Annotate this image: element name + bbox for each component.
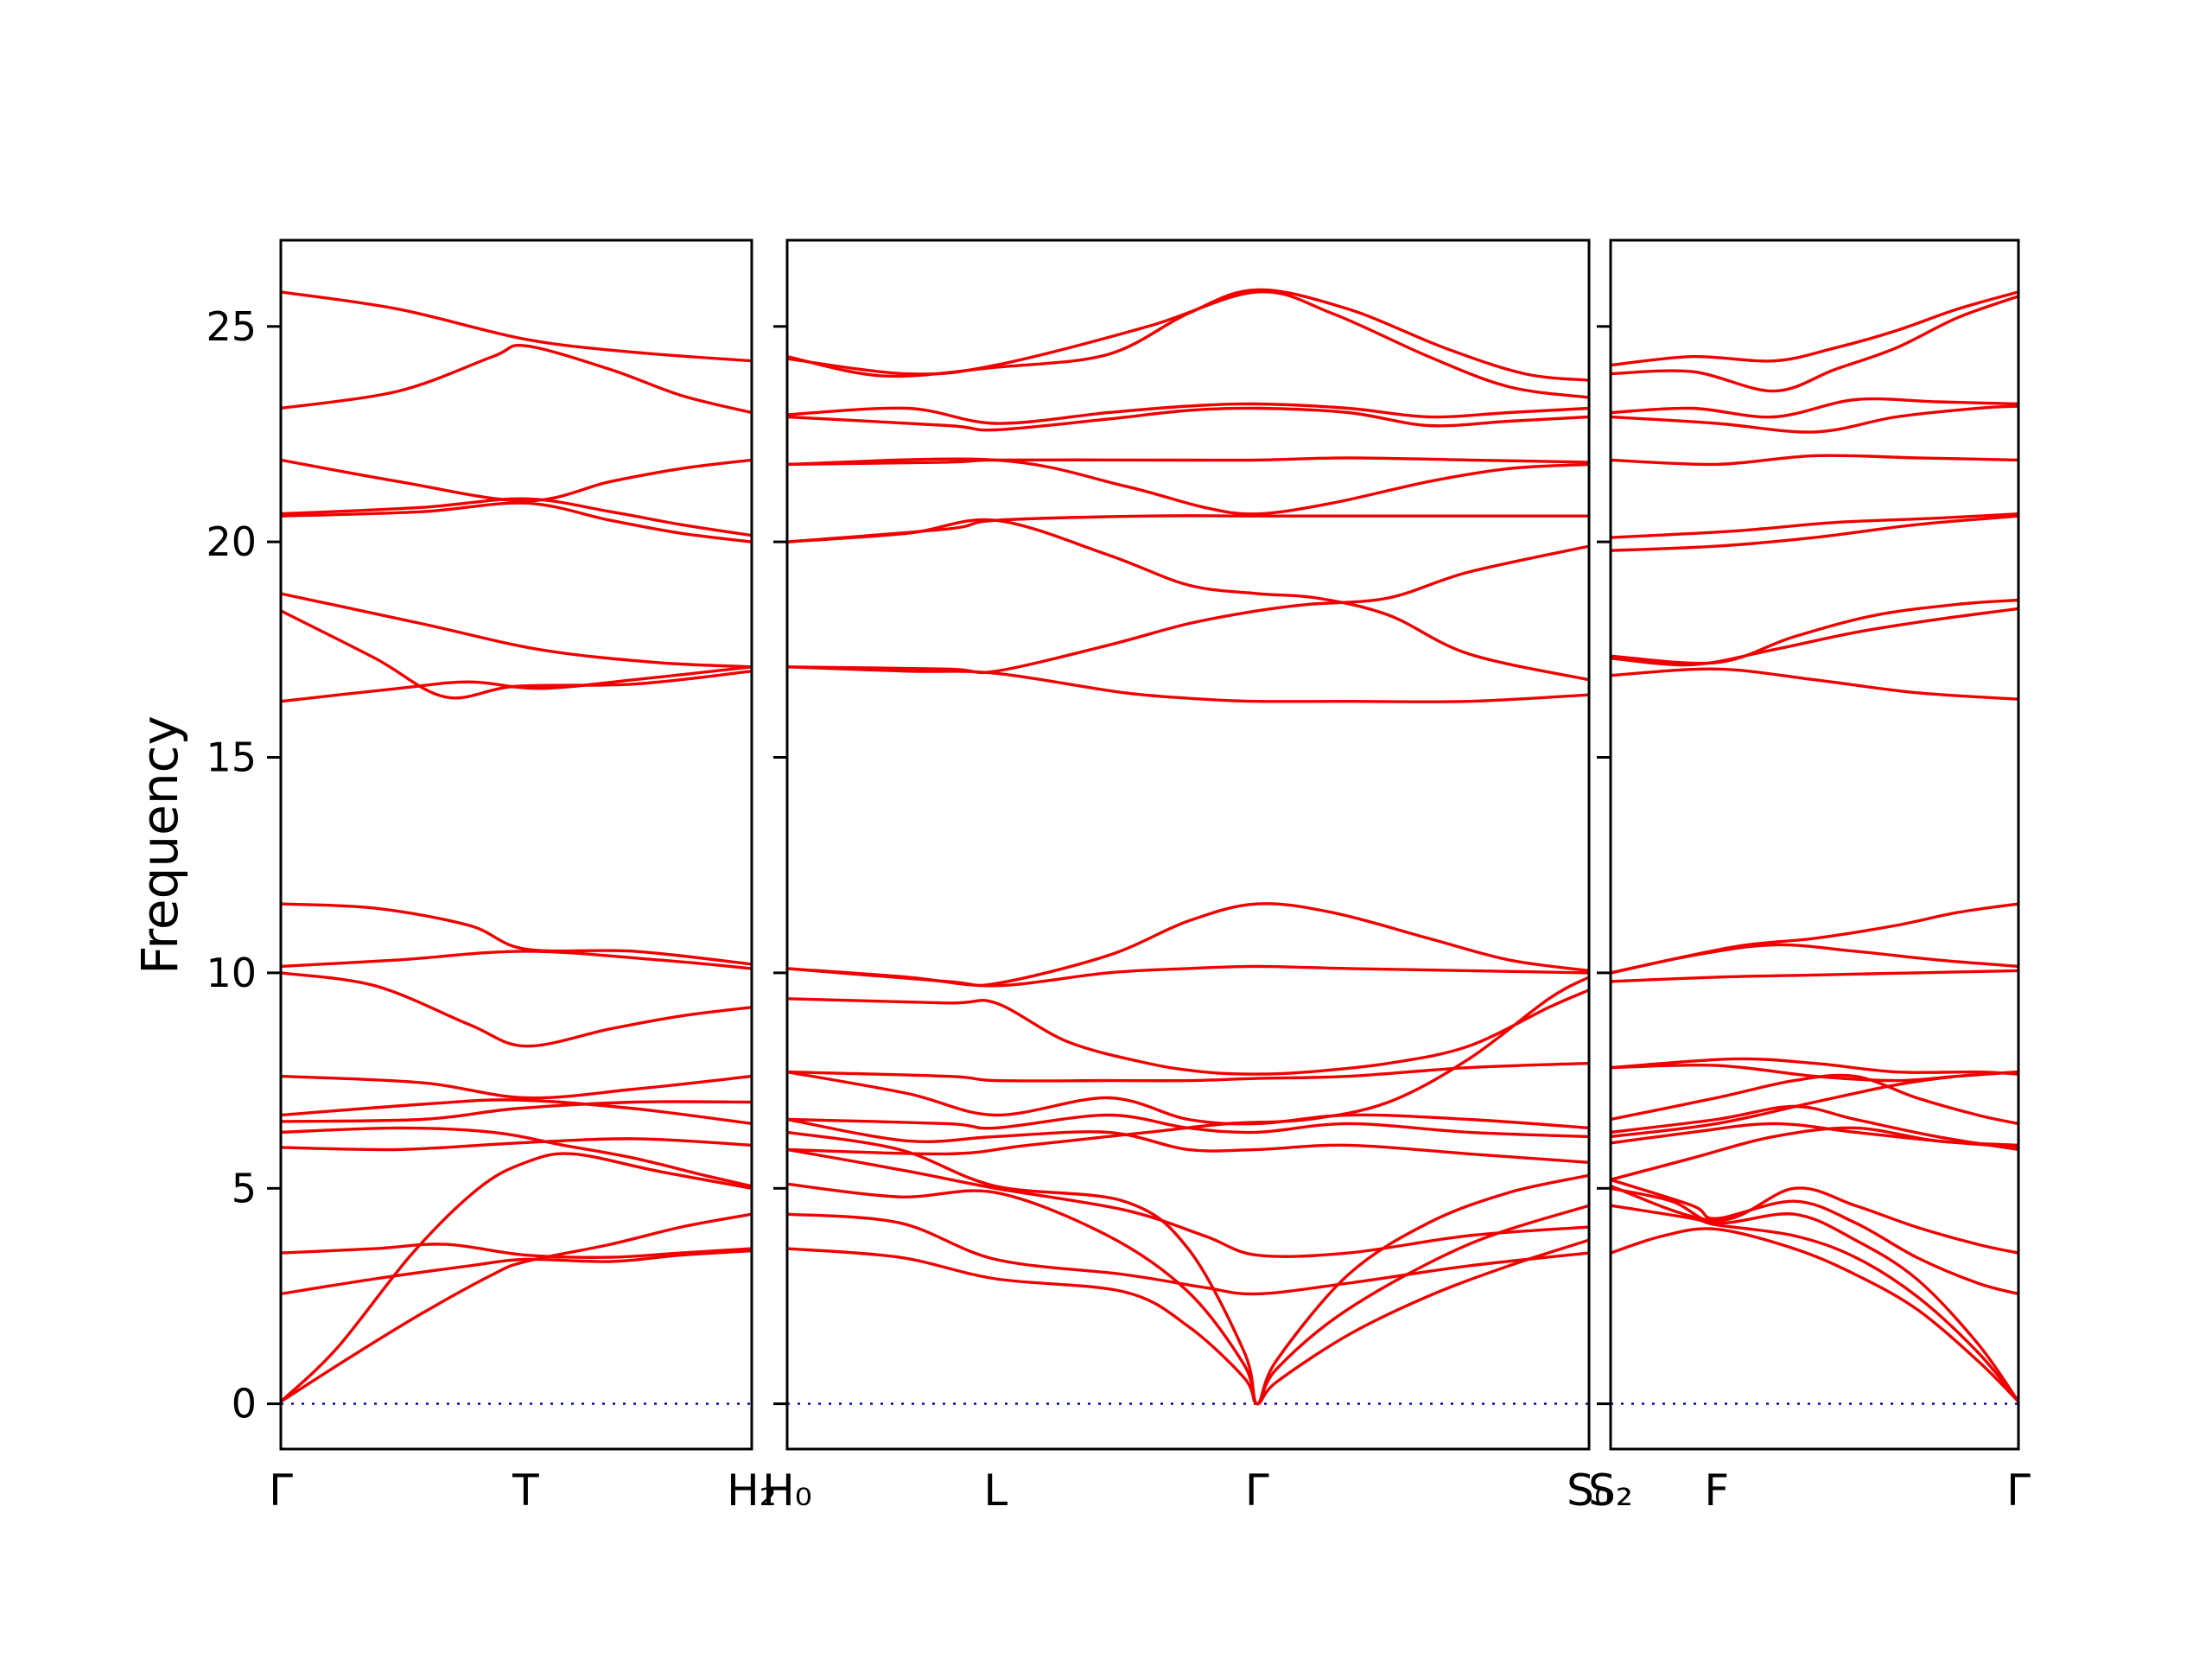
phonon-band — [1611, 667, 2018, 701]
phonon-band — [1611, 1070, 2018, 1139]
phonon-band — [281, 1152, 752, 1403]
x-tick-label: S₂ — [1588, 1465, 1633, 1516]
phonon-band — [1611, 598, 2018, 665]
x-tick-label: F — [1704, 1465, 1729, 1516]
panel-S2-F-Gamma — [1611, 290, 2018, 1405]
phonon-band — [787, 518, 1589, 682]
phonon-band — [787, 665, 1589, 703]
phonon-band — [1611, 902, 2018, 975]
phonon-band — [787, 1182, 1589, 1406]
phonon-band — [787, 514, 1589, 543]
phonon-band — [281, 1249, 752, 1296]
phonon-band — [787, 288, 1589, 382]
panel-H0-L-Gamma-S0 — [787, 288, 1589, 1406]
phonon-band — [1611, 1073, 2018, 1126]
phonon-band — [281, 458, 752, 503]
phonon-band — [1611, 295, 2018, 393]
phonon-band — [281, 950, 752, 970]
phonon-band — [1611, 1227, 2018, 1403]
x-tick-label: T — [512, 1465, 539, 1516]
phonon-band — [787, 1212, 1589, 1296]
panel-frame — [785, 238, 1591, 1451]
x-tick-label: S₀ — [1567, 1465, 1611, 1516]
y-tick-label: 15 — [206, 734, 257, 781]
phonon-band — [281, 290, 752, 363]
phonon-band — [281, 1074, 752, 1100]
phonon-band — [787, 406, 1589, 432]
phonon-band — [281, 971, 752, 1048]
phonon-band — [281, 665, 752, 703]
phonon-band — [281, 343, 752, 415]
phonon-band — [1611, 1186, 2018, 1403]
phonon-band — [281, 1137, 752, 1152]
phonon-band — [281, 1243, 752, 1259]
phonon-band — [787, 456, 1589, 467]
phonon-band — [281, 1212, 752, 1403]
phonon-band — [1611, 514, 2018, 552]
phonon-band — [1611, 290, 2018, 367]
phonon-band — [787, 544, 1589, 675]
panel-Gamma-T-H2 — [281, 290, 752, 1405]
phonon-band — [281, 592, 752, 669]
phonon-band — [787, 402, 1589, 425]
x-tick-label: H₀ — [762, 1465, 812, 1516]
phonon-band — [787, 457, 1589, 516]
y-tick-label: 20 — [206, 518, 257, 565]
phonon-band — [281, 902, 752, 966]
x-tick-label: Γ — [1245, 1465, 1269, 1516]
phonon-band — [787, 976, 1589, 1156]
panel-frame — [1609, 238, 2020, 1451]
phonon-band — [787, 988, 1589, 1076]
phonon-band — [281, 1098, 752, 1126]
y-tick-label: 25 — [206, 303, 257, 350]
phonon-band — [787, 902, 1589, 988]
phonon-band — [787, 1117, 1589, 1164]
phonon-band — [1611, 1126, 2018, 1181]
y-tick-label: 0 — [232, 1381, 257, 1427]
x-tick-label: H₂ — [727, 1465, 777, 1516]
phonon-band — [1611, 404, 2018, 434]
phonon-band — [787, 289, 1589, 399]
y-tick-label: 10 — [206, 950, 257, 996]
phonon-band — [1611, 1204, 2018, 1403]
phonon-band — [281, 1100, 752, 1123]
x-tick-label: L — [983, 1465, 1007, 1516]
phonon-band — [1611, 1185, 2018, 1255]
phonon-band — [1611, 607, 2018, 667]
x-tick-label: Γ — [269, 1465, 293, 1516]
phonon-band — [787, 1061, 1589, 1083]
phonon-band — [1611, 969, 2018, 983]
panel-frame — [279, 238, 753, 1451]
phonon-band — [281, 609, 752, 700]
phonon-band — [1611, 454, 2018, 467]
phonon-band — [787, 1070, 1589, 1130]
phonon-band — [787, 1130, 1589, 1406]
phonon-band — [281, 1126, 752, 1188]
phonon-band — [1611, 1057, 2018, 1076]
phonon-band — [1611, 512, 2018, 539]
phonon-band — [787, 1238, 1589, 1406]
phonon-band — [787, 1147, 1589, 1258]
phonon-band — [281, 497, 752, 537]
x-tick-label: Γ — [2006, 1465, 2031, 1516]
y-tick-label: 5 — [232, 1165, 257, 1211]
phonon-band — [281, 501, 752, 543]
phonon-band — [1611, 397, 2018, 419]
phonon-band — [1611, 1104, 2018, 1152]
phonon-band — [787, 964, 1589, 988]
phonon-band — [1611, 1178, 2018, 1296]
